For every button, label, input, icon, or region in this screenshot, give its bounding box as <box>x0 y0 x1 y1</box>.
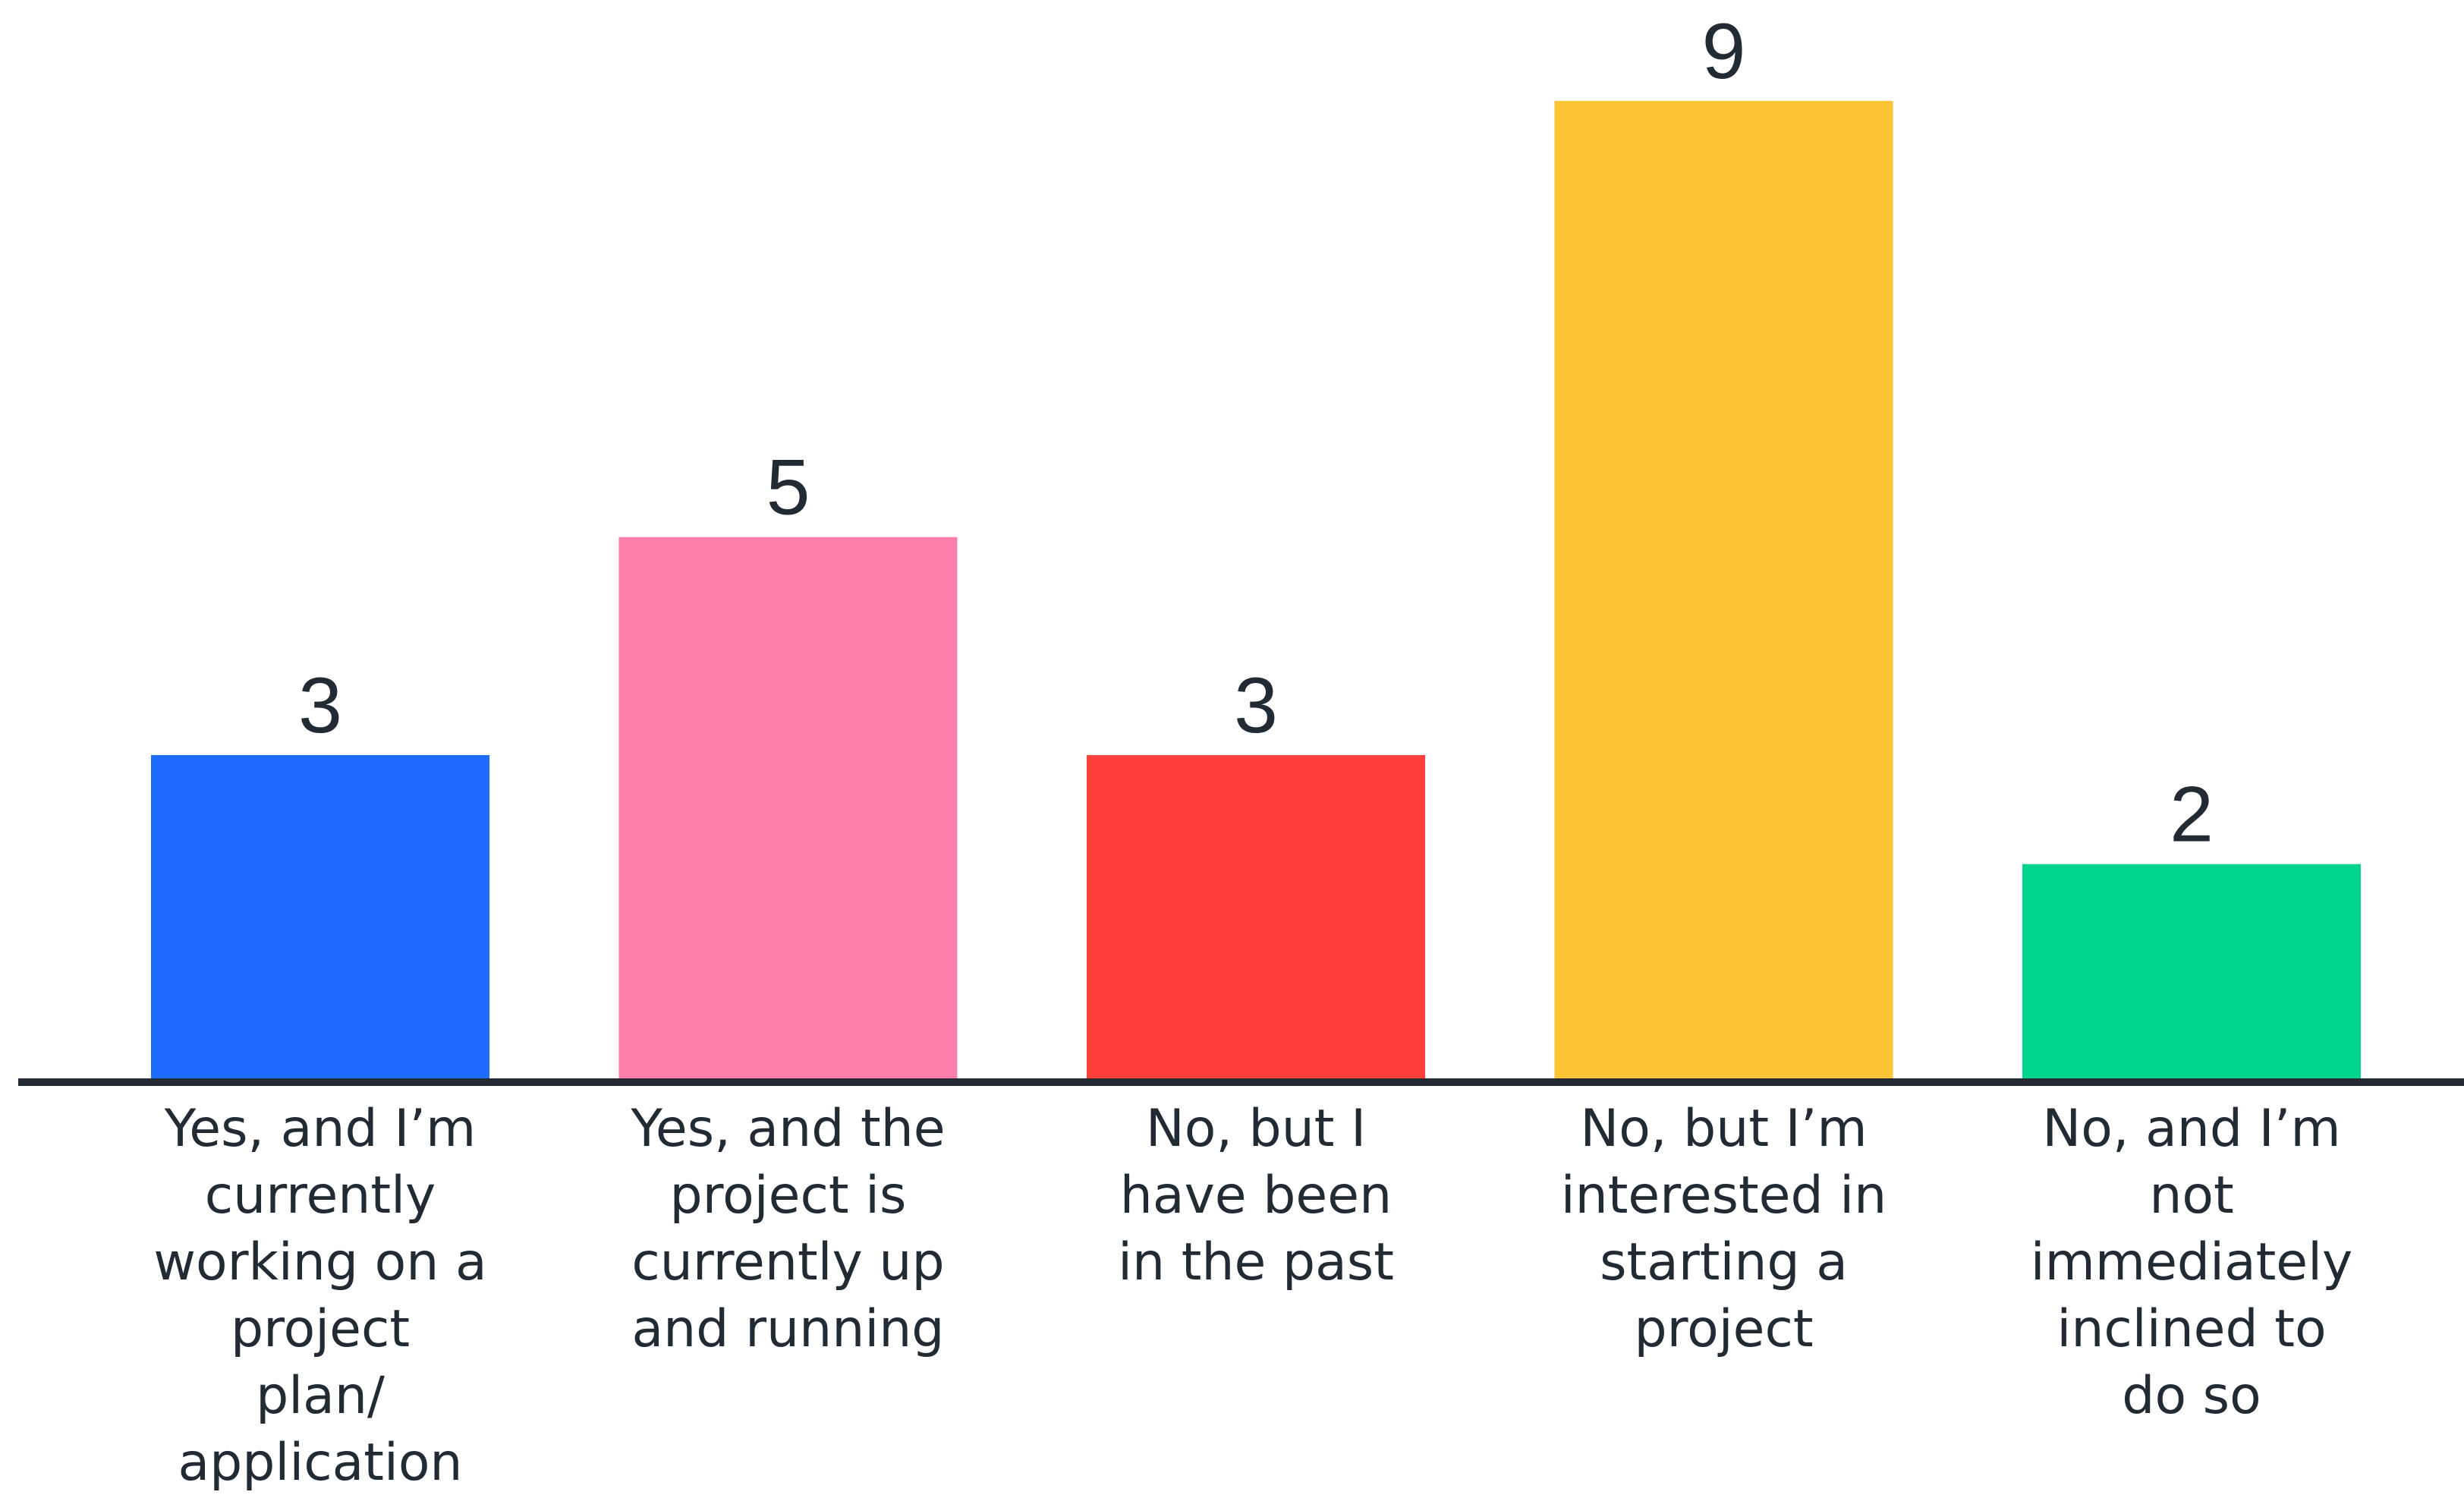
category-label-1: Yes, and I’m currently working on a project… <box>153 1099 486 1493</box>
category-label-5: No, and I’m not immediately inclined to do s… <box>2031 1099 2353 1426</box>
category-label-line: project <box>1634 1299 1813 1359</box>
category-label-line: application <box>178 1433 462 1493</box>
category-label-line: No, but I’m <box>1580 1099 1867 1159</box>
bars-group <box>151 101 2361 1082</box>
category-label-line: immediately <box>2031 1232 2353 1292</box>
category-label-line: and running <box>632 1299 945 1359</box>
category-label-line: have been <box>1120 1166 1392 1226</box>
category-label-line: inclined to <box>2056 1299 2326 1359</box>
category-label-line: project <box>231 1299 410 1359</box>
value-label-5: 2 <box>2170 771 2214 859</box>
category-label-line: do so <box>2122 1366 2261 1426</box>
category-labels-group: Yes, and I’m currently working on a project… <box>153 1099 2352 1493</box>
category-label-line: currently up <box>631 1232 944 1292</box>
category-label-line: Yes, and I’m <box>164 1099 476 1159</box>
value-label-4: 9 <box>1702 8 1746 96</box>
category-label-line: plan/ <box>256 1366 385 1426</box>
category-label-4: No, but I’m interested in starting a projec… <box>1561 1099 1887 1359</box>
bar-5 <box>2022 864 2361 1082</box>
category-label-3: No, but I have been in the past <box>1118 1099 1394 1292</box>
value-labels-group: 3 5 3 9 2 <box>298 8 2214 859</box>
value-label-3: 3 <box>1234 662 1278 750</box>
category-label-line: in the past <box>1118 1232 1394 1292</box>
category-label-line: currently <box>205 1166 436 1226</box>
category-label-line: interested in <box>1561 1166 1887 1226</box>
category-label-line: starting a <box>1600 1232 1848 1292</box>
bar-1 <box>151 755 489 1082</box>
value-label-2: 5 <box>766 444 810 532</box>
category-label-line: No, and I’m <box>2042 1099 2340 1159</box>
category-label-line: working on a <box>153 1232 486 1292</box>
category-label-line: No, but I <box>1146 1099 1366 1159</box>
bar-4 <box>1554 101 1893 1082</box>
bar-2 <box>618 537 958 1082</box>
category-label-line: not <box>2149 1166 2233 1226</box>
value-label-1: 3 <box>298 662 342 750</box>
category-label-line: project is <box>670 1166 907 1226</box>
category-label-line: Yes, and the <box>630 1099 945 1159</box>
category-label-2: Yes, and the project is currently up and ru… <box>630 1099 945 1359</box>
bar-3 <box>1087 755 1425 1082</box>
